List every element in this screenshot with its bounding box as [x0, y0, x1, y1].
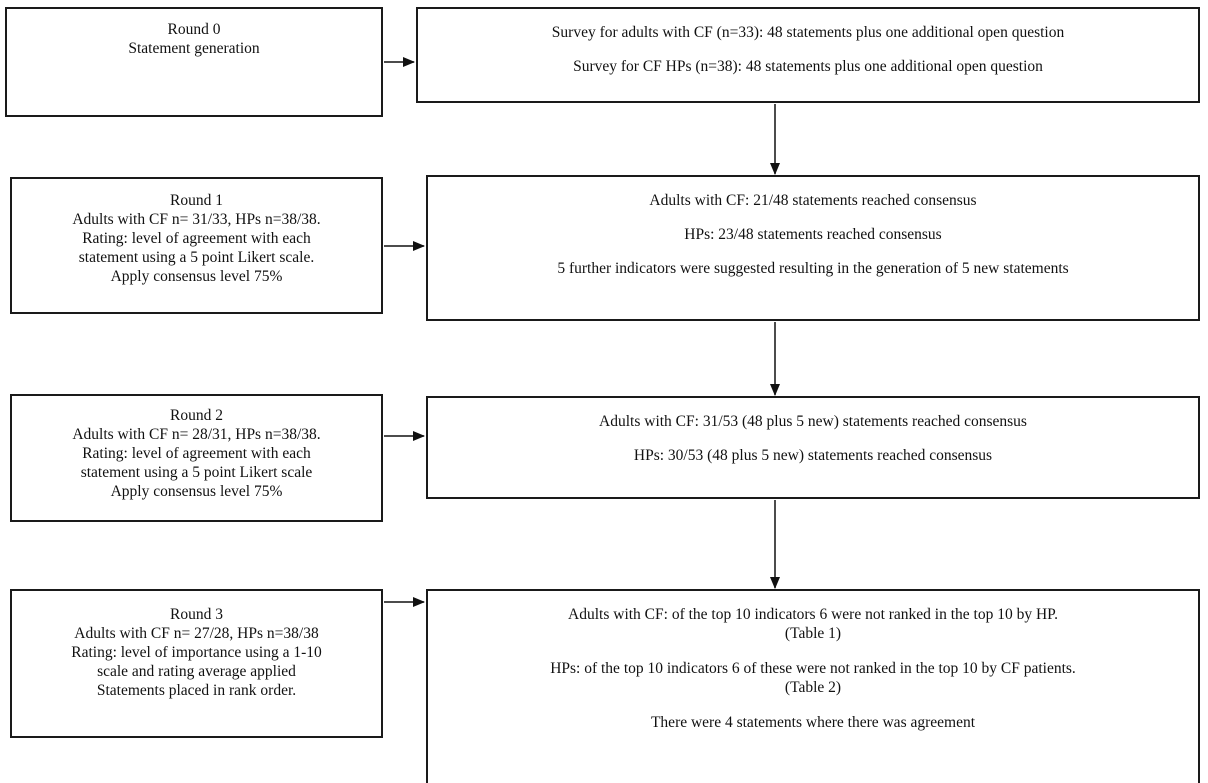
round-2-participants: Adults with CF n= 28/31, HPs n=38/38. [72, 426, 321, 443]
round-3-rank-order: Statements placed in rank order. [96, 682, 297, 699]
round-0-box: Round 0 Statement generation [5, 7, 383, 117]
round-1-participants: Adults with CF n= 31/33, HPs n=38/38. [72, 211, 321, 228]
round-1-rating-line-1: Rating: level of agreement with each [82, 230, 311, 247]
round-1-new-statements: 5 further indicators were suggested resu… [557, 260, 1069, 277]
round-3-rating-line-1: Rating: level of importance using a 1-10 [71, 644, 322, 661]
round-0-survey-box: Survey for adults with CF (n=33): 48 sta… [416, 7, 1200, 103]
round-1-hps-result: HPs: 23/48 statements reached consensus [684, 226, 942, 243]
round-3-table-2-ref: (Table 2) [784, 679, 842, 696]
round-1-rating-line-2: statement using a 5 point Likert scale. [78, 249, 315, 266]
round-3-rating-line-2: scale and rating average applied [97, 663, 296, 680]
round-1-adults-result: Adults with CF: 21/48 statements reached… [649, 192, 977, 209]
round-2-hps-result: HPs: 30/53 (48 plus 5 new) statements re… [633, 447, 993, 464]
survey-adults-text: Survey for adults with CF (n=33): 48 sta… [551, 24, 1065, 41]
round-3-participants: Adults with CF n= 27/28, HPs n=38/38 [74, 625, 319, 642]
round-0-description: Statement generation [128, 40, 260, 57]
round-3-title: Round 3 [170, 606, 223, 623]
round-2-box: Round 2 Adults with CF n= 28/31, HPs n=3… [10, 394, 383, 522]
round-2-results-box: Adults with CF: 31/53 (48 plus 5 new) st… [426, 396, 1200, 499]
round-3-adults-result: Adults with CF: of the top 10 indicators… [568, 606, 1058, 623]
round-2-consensus: Apply consensus level 75% [110, 483, 283, 500]
round-1-consensus: Apply consensus level 75% [110, 268, 283, 285]
survey-hps-text: Survey for CF HPs (n=38): 48 statements … [573, 58, 1043, 75]
round-3-box: Round 3 Adults with CF n= 27/28, HPs n=3… [10, 589, 383, 738]
round-3-results-box: Adults with CF: of the top 10 indicators… [426, 589, 1200, 783]
round-3-hps-result: HPs: of the top 10 indicators 6 of these… [550, 660, 1076, 677]
round-1-title: Round 1 [170, 192, 223, 209]
round-2-adults-result: Adults with CF: 31/53 (48 plus 5 new) st… [599, 413, 1027, 430]
round-3-table-1-ref: (Table 1) [784, 625, 842, 642]
round-2-rating-line-1: Rating: level of agreement with each [82, 445, 311, 462]
round-2-rating-line-2: statement using a 5 point Likert scale [80, 464, 313, 481]
round-3-agreement: There were 4 statements where there was … [650, 714, 976, 731]
round-1-results-box: Adults with CF: 21/48 statements reached… [426, 175, 1200, 321]
round-0-title: Round 0 [167, 21, 221, 38]
round-2-title: Round 2 [170, 407, 223, 424]
round-1-box: Round 1 Adults with CF n= 31/33, HPs n=3… [10, 177, 383, 314]
